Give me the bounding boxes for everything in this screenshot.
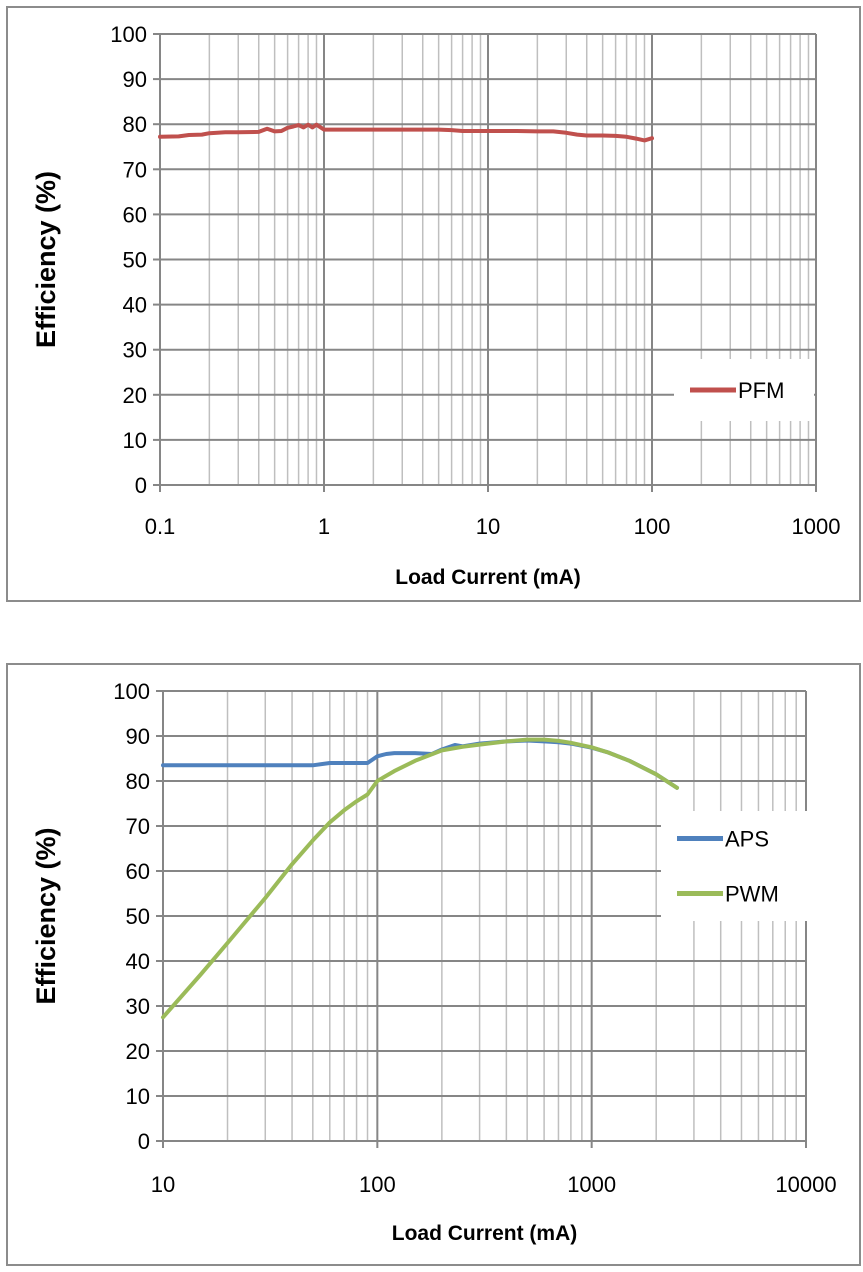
x-tick-label: 10000 bbox=[775, 1172, 836, 1197]
y-tick-label: 80 bbox=[123, 112, 147, 137]
y-tick-label: 20 bbox=[126, 1039, 150, 1064]
efficiency-chart-pfm: 0 10 20 30 40 50 60 70 80 90 100 0.1 1 10 100 1000 Load … bbox=[6, 6, 861, 602]
x-axis-title: Load Current (mA) bbox=[395, 566, 581, 589]
legend-box bbox=[661, 811, 808, 921]
y-tick-label: 30 bbox=[126, 994, 150, 1019]
y-tick-label: 30 bbox=[123, 338, 147, 363]
y-tick-label: 40 bbox=[123, 293, 147, 318]
y-axis-title: Efficiency (%) bbox=[31, 171, 61, 348]
x-tick-label: 10 bbox=[476, 514, 500, 539]
major-gridlines bbox=[159, 33, 817, 485]
x-tick-label: 1 bbox=[318, 514, 330, 539]
chart-svg: 0 10 20 30 40 50 60 70 80 90 100 0.1 1 10 100 1000 Load … bbox=[31, 22, 841, 589]
x-tick-label: 0.1 bbox=[145, 514, 176, 539]
y-tick-label: 60 bbox=[123, 202, 147, 227]
y-tick-label: 90 bbox=[126, 724, 150, 749]
legend-label: APS bbox=[725, 827, 769, 852]
y-tick-label: 70 bbox=[123, 157, 147, 182]
x-tick-label: 100 bbox=[634, 514, 671, 539]
legend-label: PWM bbox=[725, 882, 779, 907]
x-tick-label: 100 bbox=[359, 1172, 396, 1197]
efficiency-chart-aps-pwm: 0 10 20 30 40 50 60 70 80 90 100 10 100 1000 10000 Load… bbox=[6, 663, 861, 1266]
y-tick-label: 60 bbox=[126, 859, 150, 884]
y-tick-label: 0 bbox=[138, 1129, 150, 1154]
y-tick-label: 70 bbox=[126, 814, 150, 839]
y-tick-label: 10 bbox=[123, 428, 147, 453]
series-line-pfm bbox=[158, 122, 654, 143]
y-tick-label: 0 bbox=[135, 473, 147, 498]
x-axis-title: Load Current (mA) bbox=[392, 1222, 578, 1245]
series-line-pwm bbox=[161, 737, 679, 1020]
y-tick-label: 90 bbox=[123, 67, 147, 92]
legend: PFM bbox=[674, 359, 814, 421]
y-tick-label: 100 bbox=[110, 22, 147, 47]
y-tick-label: 10 bbox=[126, 1084, 150, 1109]
x-tick-label: 1000 bbox=[792, 514, 841, 539]
legend-label: PFM bbox=[738, 378, 784, 403]
y-tick-label: 40 bbox=[126, 949, 150, 974]
y-tick-label: 80 bbox=[126, 769, 150, 794]
y-tick-label: 50 bbox=[126, 904, 150, 929]
y-tick-label: 20 bbox=[123, 383, 147, 408]
x-tick-label: 10 bbox=[151, 1172, 175, 1197]
y-tick-label: 100 bbox=[113, 679, 150, 704]
y-axis-title: Efficiency (%) bbox=[31, 827, 61, 1004]
x-tick-label: 1000 bbox=[567, 1172, 616, 1197]
legend: APS PWM bbox=[661, 811, 808, 921]
y-tick-label: 50 bbox=[123, 248, 147, 273]
